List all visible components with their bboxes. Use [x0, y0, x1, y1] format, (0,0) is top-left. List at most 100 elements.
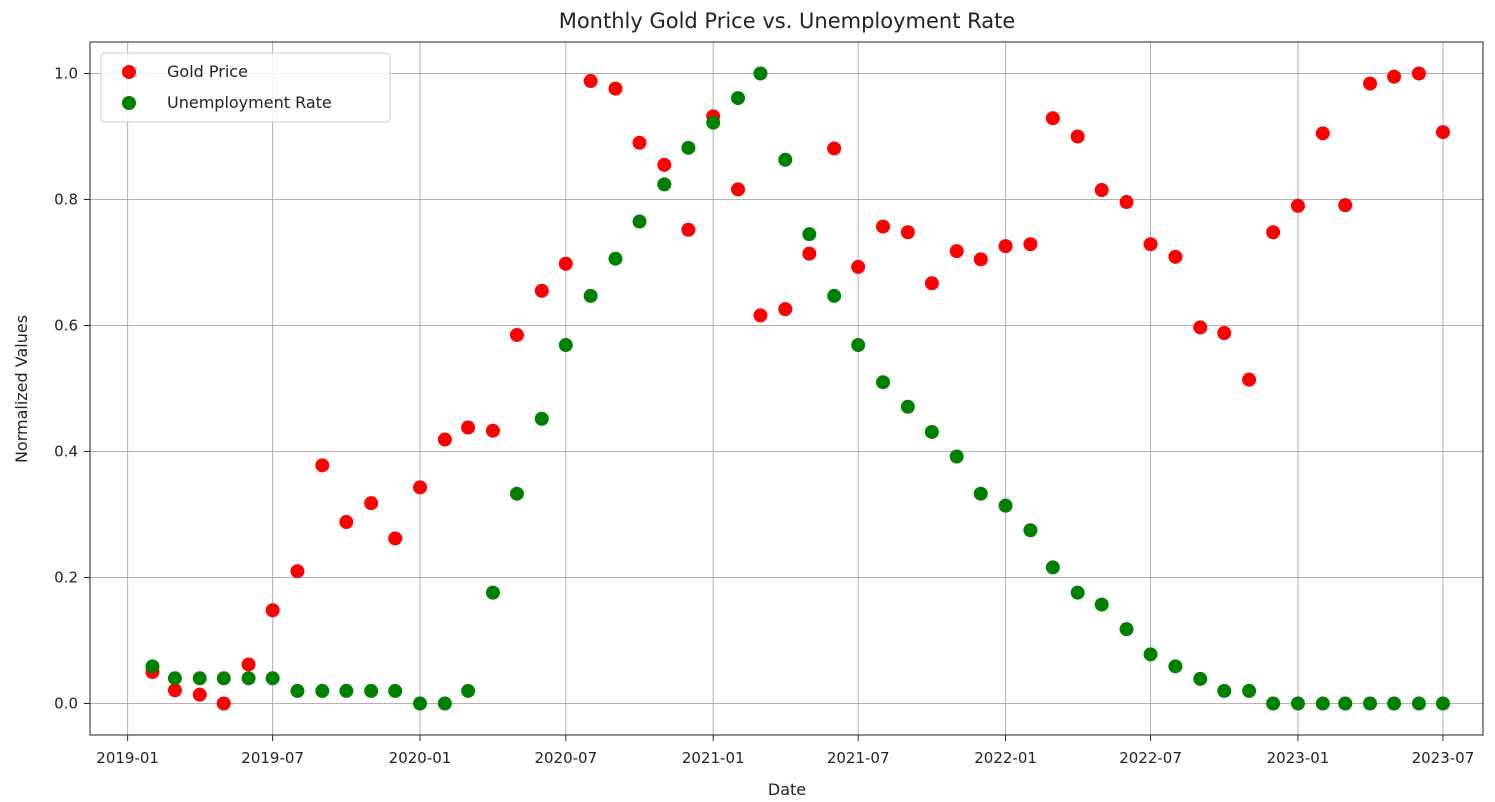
gold-price-point	[1168, 249, 1183, 264]
unemployment-rate-point	[924, 424, 939, 439]
x-tick-label: 2023-01	[1267, 749, 1330, 767]
y-tick-label: 0.4	[54, 443, 78, 461]
unemployment-rate-point	[583, 288, 598, 303]
gold-price-point	[1387, 69, 1402, 84]
gold-price-point	[265, 603, 280, 618]
unemployment-rate-point	[315, 683, 330, 698]
gold-price-point	[753, 308, 768, 323]
unemployment-rate-point	[949, 449, 964, 464]
y-tick-label: 0.8	[54, 191, 78, 209]
unemployment-rate-point	[1094, 597, 1109, 612]
gold-price-point	[437, 432, 452, 447]
unemployment-rate-point	[413, 696, 428, 711]
x-tick-label: 2019-07	[241, 749, 304, 767]
unemployment-rate-point	[1290, 696, 1305, 711]
gold-price-point	[461, 420, 476, 435]
gold-price-point	[364, 496, 379, 511]
gold-price-point	[1094, 183, 1109, 198]
unemployment-rate-point	[437, 696, 452, 711]
gold-price-point	[1363, 76, 1378, 91]
unemployment-rate-point	[657, 177, 672, 192]
unemployment-rate-point	[558, 338, 573, 353]
unemployment-rate-point	[485, 585, 500, 600]
unemployment-rate-point	[509, 486, 524, 501]
gold-price-point	[192, 687, 207, 702]
gold-price-point	[998, 239, 1013, 254]
legend-box	[100, 52, 391, 123]
unemployment-rate-point	[1070, 585, 1085, 600]
data-points	[145, 66, 1450, 711]
y-tick-label: 0.0	[54, 695, 78, 713]
x-axis-ticks: 2019-01 2019-07 2020-01 2020-07 2021-01 2021-…	[96, 735, 1474, 767]
x-tick-label: 2021-07	[827, 749, 890, 767]
gold-price-point	[924, 276, 939, 291]
unemployment-rate-point	[1387, 696, 1402, 711]
gold-price-point	[339, 515, 354, 530]
gold-price-point	[1315, 126, 1330, 141]
unemployment-rate-point	[632, 214, 647, 229]
unemployment-rate-point	[802, 227, 817, 242]
gold-price-point	[949, 244, 964, 259]
gold-price-point	[534, 283, 549, 298]
unemployment-rate-point	[339, 683, 354, 698]
legend-marker-unemployment-rate	[122, 96, 136, 110]
unemployment-rate-point	[827, 288, 842, 303]
plot-area-frame	[89, 41, 1484, 736]
gold-price-point	[388, 531, 403, 546]
x-tick-label: 2022-01	[974, 749, 1037, 767]
unemployment-rate-point	[1411, 696, 1426, 711]
gold-price-point	[851, 259, 866, 274]
unemployment-rate-point	[1119, 622, 1134, 637]
unemployment-rate-point	[364, 683, 379, 698]
gold-price-point	[583, 74, 598, 89]
gold-price-point	[1143, 237, 1158, 252]
unemployment-rate-point	[1193, 671, 1208, 686]
x-tick-label: 2022-07	[1119, 749, 1182, 767]
gold-price-point	[1023, 237, 1038, 252]
unemployment-rate-point	[1168, 659, 1183, 674]
unemployment-rate-point	[900, 399, 915, 414]
unemployment-rate-point	[167, 671, 182, 686]
gold-price-point	[1193, 320, 1208, 335]
gold-price-point	[1242, 372, 1257, 387]
gold-price-point	[827, 141, 842, 156]
y-tick-label: 1.0	[54, 65, 78, 83]
unemployment-rate-point	[241, 671, 256, 686]
unemployment-rate-point	[753, 66, 768, 81]
gold-price-point	[1045, 111, 1060, 126]
y-tick-label: 0.2	[54, 569, 78, 587]
unemployment-rate-point	[1143, 647, 1158, 662]
gold-price-point	[802, 246, 817, 261]
series-unemployment-rate	[145, 66, 1450, 711]
unemployment-rate-point	[145, 659, 160, 674]
unemployment-rate-point	[1315, 696, 1330, 711]
gold-price-point	[973, 252, 988, 267]
unemployment-rate-point	[1242, 683, 1257, 698]
x-tick-label: 2021-01	[682, 749, 745, 767]
gold-price-point	[290, 564, 305, 579]
gold-price-point	[876, 219, 891, 234]
gold-price-point	[1411, 66, 1426, 81]
unemployment-rate-point	[706, 115, 721, 130]
unemployment-rate-point	[1338, 696, 1353, 711]
legend-label-unemployment-rate: Unemployment Rate	[167, 93, 332, 112]
x-tick-label: 2020-07	[534, 749, 597, 767]
gold-price-point	[1266, 225, 1281, 240]
gold-price-point	[558, 256, 573, 271]
y-tick-label: 0.6	[54, 317, 78, 335]
unemployment-rate-point	[608, 251, 623, 266]
unemployment-rate-point	[1435, 696, 1450, 711]
legend-label-gold-price: Gold Price	[167, 62, 248, 81]
gold-price-point	[778, 302, 793, 317]
gold-price-point	[1435, 125, 1450, 140]
unemployment-rate-point	[681, 140, 696, 155]
gold-price-point	[731, 182, 746, 197]
unemployment-rate-point	[778, 152, 793, 167]
x-tick-label: 2023-07	[1412, 749, 1475, 767]
unemployment-rate-point	[388, 683, 403, 698]
gold-price-point	[1070, 129, 1085, 144]
unemployment-rate-point	[192, 671, 207, 686]
x-tick-label: 2020-01	[389, 749, 452, 767]
unemployment-rate-point	[851, 338, 866, 353]
gold-price-point	[632, 135, 647, 150]
